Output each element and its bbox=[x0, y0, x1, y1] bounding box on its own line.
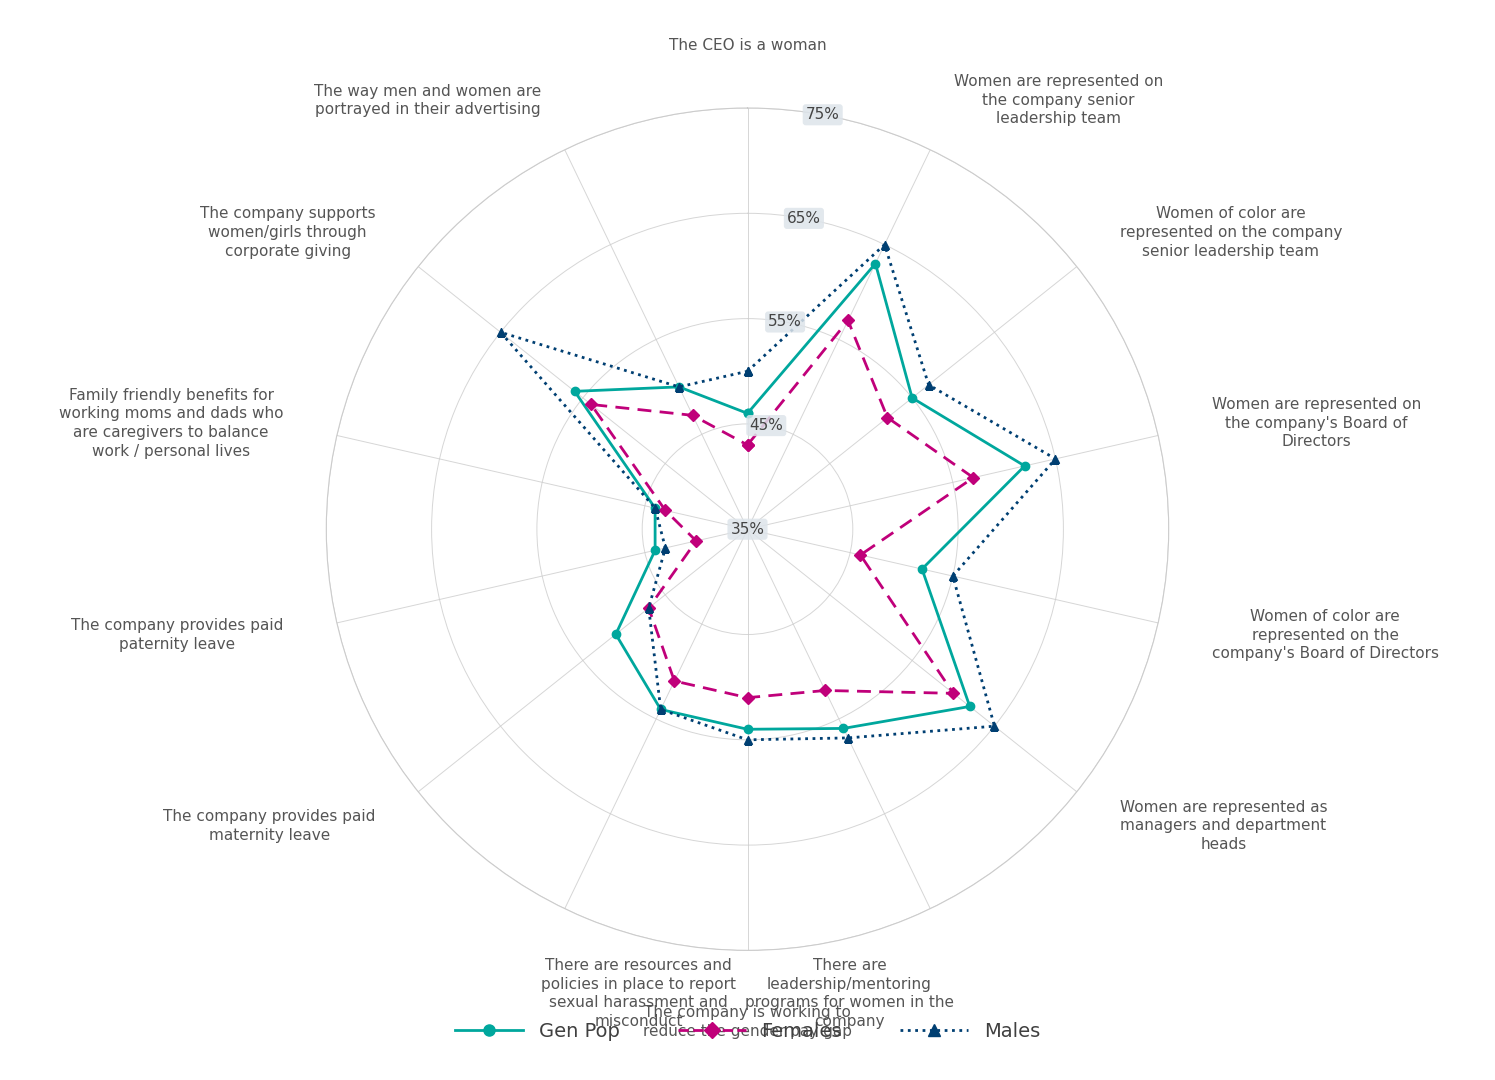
Text: The company is working to
reduce the gender pay gap: The company is working to reduce the gen… bbox=[643, 1005, 852, 1039]
Text: Women of color are
represented on the
company's Board of Directors: Women of color are represented on the co… bbox=[1211, 609, 1438, 661]
Text: The company supports
women/girls through
corporate giving: The company supports women/girls through… bbox=[200, 206, 375, 258]
Text: The company provides paid
maternity leave: The company provides paid maternity leav… bbox=[163, 809, 375, 842]
Text: 65%: 65% bbox=[786, 211, 821, 226]
Text: There are
leadership/mentoring
programs for women in the
company: There are leadership/mentoring programs … bbox=[745, 958, 954, 1029]
Text: Women are represented on
the company senior
leadership team: Women are represented on the company sen… bbox=[954, 75, 1163, 126]
Legend: Gen Pop, Females, Males: Gen Pop, Females, Males bbox=[447, 1014, 1048, 1049]
Text: 35%: 35% bbox=[731, 522, 764, 537]
Text: There are resources and
policies in place to report
sexual harassment and
miscon: There are resources and policies in plac… bbox=[541, 958, 736, 1029]
Text: The company provides paid
paternity leave: The company provides paid paternity leav… bbox=[72, 619, 284, 652]
Text: The CEO is a woman: The CEO is a woman bbox=[668, 38, 827, 53]
Text: 55%: 55% bbox=[768, 314, 801, 329]
Text: Women of color are
represented on the company
senior leadership team: Women of color are represented on the co… bbox=[1120, 206, 1343, 258]
Text: Family friendly benefits for
working moms and dads who
are caregivers to balance: Family friendly benefits for working mom… bbox=[58, 388, 284, 459]
Text: 45%: 45% bbox=[749, 418, 783, 433]
Text: The way men and women are
portrayed in their advertising: The way men and women are portrayed in t… bbox=[314, 83, 541, 117]
Text: 75%: 75% bbox=[806, 107, 840, 122]
Text: Women are represented as
managers and department
heads: Women are represented as managers and de… bbox=[1120, 800, 1328, 852]
Text: Women are represented on
the company's Board of
Directors: Women are represented on the company's B… bbox=[1211, 397, 1420, 449]
